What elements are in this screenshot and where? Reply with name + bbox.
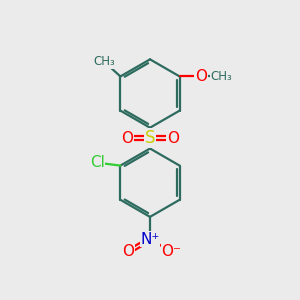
Text: S: S: [145, 129, 155, 147]
Text: O: O: [167, 130, 179, 146]
Text: N⁺: N⁺: [140, 232, 160, 247]
Text: CH₃: CH₃: [210, 70, 232, 83]
Text: O: O: [121, 130, 133, 146]
Text: O⁻: O⁻: [161, 244, 182, 259]
Text: O: O: [195, 69, 207, 84]
Text: O: O: [123, 244, 135, 259]
Text: Cl: Cl: [90, 155, 105, 170]
Text: CH₃: CH₃: [93, 55, 115, 68]
